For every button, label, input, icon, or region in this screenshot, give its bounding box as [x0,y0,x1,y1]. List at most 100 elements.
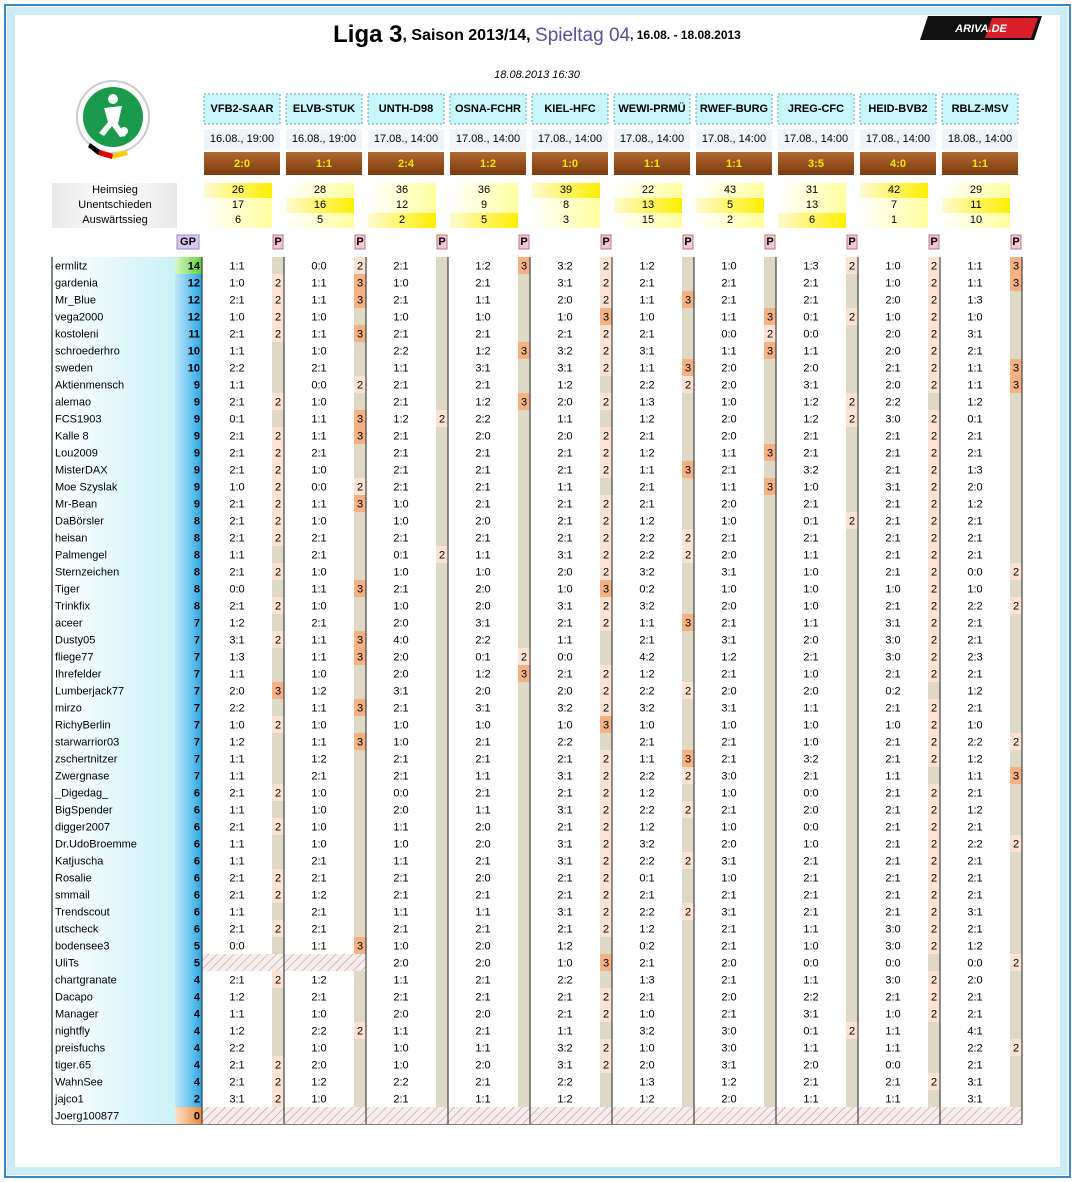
stat-cell [860,183,928,198]
points-cell [846,699,858,716]
points-cell [354,325,366,342]
gp-cell [175,988,202,1005]
player-gp: 6 [194,787,200,799]
tip: 1:0 [885,311,900,323]
tip: 1:1 [229,855,244,867]
stat-cell [450,183,518,198]
tip: 2:2 [229,702,244,714]
gp-cell [175,308,202,325]
points-cell [436,495,448,512]
tip-missing [694,1107,764,1124]
league-logo [76,80,150,159]
tip-points: 2 [931,328,937,340]
tip: 1:2 [721,1076,736,1088]
stat-cell [942,213,1010,228]
tip: 2:0 [803,362,818,374]
points-cell [600,852,612,869]
tip: 2:0 [475,600,490,612]
tip-points: 2 [603,787,609,799]
gp-cell [175,597,202,614]
tip: 2:0 [721,991,736,1003]
tip: 2:0 [393,617,408,629]
points-cell [354,512,366,529]
player-gp: 6 [194,889,200,901]
tip: 2:1 [639,991,654,1003]
points-header: P [438,236,445,248]
title-matchday: Spieltag 04 [535,25,631,46]
points-cell [354,699,366,716]
tip: 1:1 [967,260,982,272]
tip: 2:1 [475,889,490,901]
tip: 2:1 [721,464,736,476]
tip: 2:1 [557,821,572,833]
tip: 2:1 [475,1076,490,1088]
points-header: P [520,236,527,248]
points-cell [682,342,694,359]
tip: 1:2 [967,804,982,816]
points-cell [436,325,448,342]
tip-points: 2 [603,923,609,935]
points-cell [354,988,366,1005]
points-cell [354,291,366,308]
tip-points: 2 [275,328,281,340]
points-cell [764,1073,776,1090]
points-cell [272,478,284,495]
points-cell [600,427,612,444]
tip: 1:2 [311,1076,326,1088]
points-cell [928,393,940,410]
player-name: DaBörsler [55,515,104,527]
tip-points: 2 [685,906,691,918]
tip: 1:1 [311,651,326,663]
points-cell [846,750,858,767]
tip-points: 2 [931,566,937,578]
points-cell [846,359,858,376]
points-cell [1010,257,1022,274]
points-cell [1010,1056,1022,1073]
tip: 1:1 [803,345,818,357]
tip: 1:2 [229,736,244,748]
tip: 2:1 [311,617,326,629]
points-cell [436,546,448,563]
tip: 1:0 [721,515,736,527]
match-date: 17.08., 14:00 [456,133,520,145]
points-cell [764,495,776,512]
match-date-cell [450,129,526,150]
tip: 2:0 [803,804,818,816]
points-cell [518,563,530,580]
points-cell [682,580,694,597]
points-cell [354,767,366,784]
tip: 0:1 [229,413,244,425]
points-cell [600,682,612,699]
points-cell [354,784,366,801]
tip: 1:1 [229,668,244,680]
tip: 2:1 [885,430,900,442]
points-cell [354,427,366,444]
tip: 2:1 [475,974,490,986]
tip: 2:1 [885,872,900,884]
tip-points: 2 [931,634,937,646]
tip-missing [284,954,354,971]
points-cell [354,529,366,546]
points-cell [272,1005,284,1022]
tip: 2:2 [639,906,654,918]
player-name-cell [53,733,175,750]
tip: 3:0 [721,1042,736,1054]
stat-cell [942,183,1010,198]
points-cell [928,988,940,1005]
points-cell [600,1039,612,1056]
tip: 1:0 [393,277,408,289]
gp-cell [175,478,202,495]
gp-cell [175,937,202,954]
tip: 1:0 [803,668,818,680]
tip: 1:2 [803,413,818,425]
tip: 3:1 [639,345,654,357]
tip-points: 2 [603,328,609,340]
tip: 1:1 [721,345,736,357]
tip-points: 2 [931,345,937,357]
tip-points: 2 [931,311,937,323]
player-gp: 12 [188,277,200,289]
stat-value: 2 [399,214,405,226]
points-cell [1010,274,1022,291]
tip: 2:1 [475,923,490,935]
player-name-cell [53,971,175,988]
